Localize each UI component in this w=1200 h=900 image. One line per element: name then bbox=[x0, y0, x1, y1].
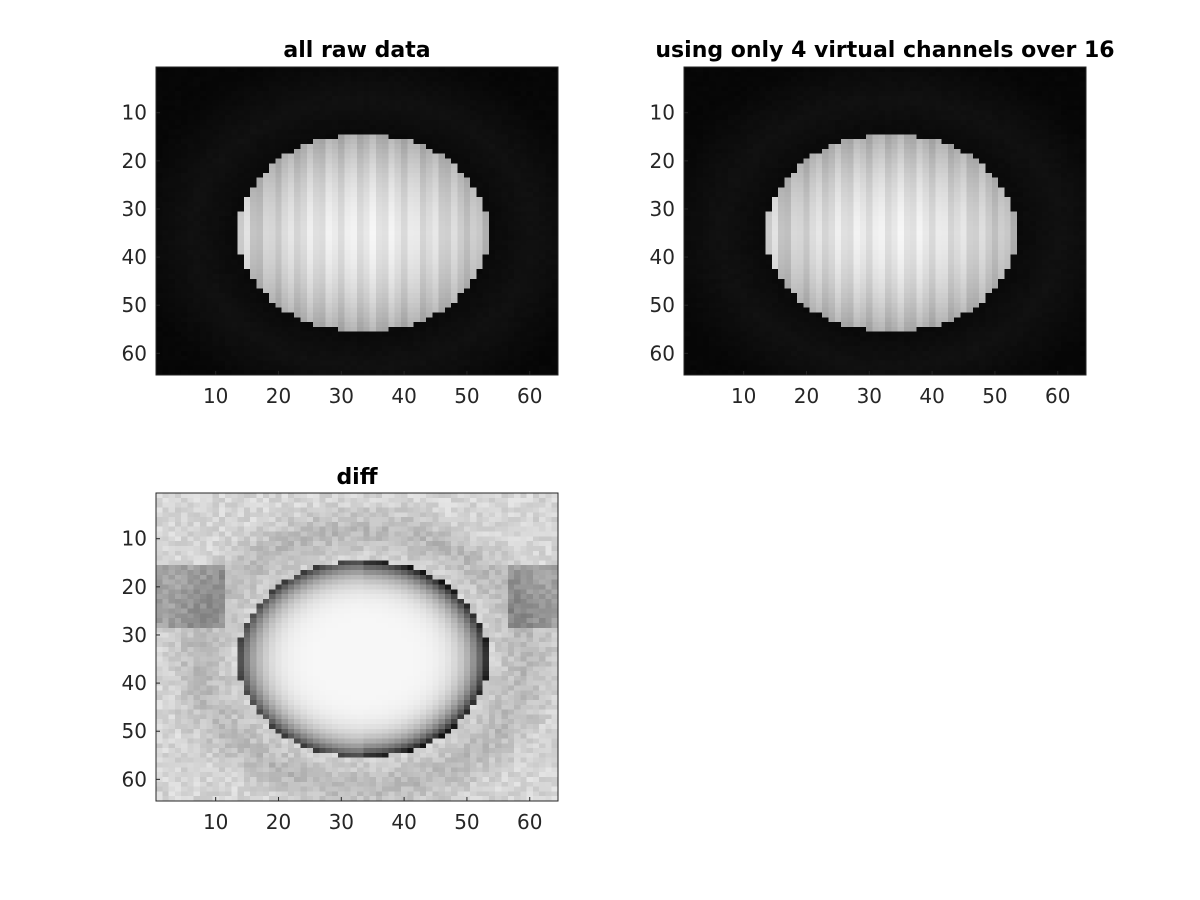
panel-virtual: using only 4 virtual channels over 16 10… bbox=[650, 38, 1115, 408]
y-tick-label: 20 bbox=[122, 149, 147, 173]
x-tick-label: 30 bbox=[329, 810, 354, 834]
x-tick-label: 40 bbox=[391, 810, 416, 834]
y-tick-label: 40 bbox=[650, 245, 675, 269]
y-tick-label: 50 bbox=[650, 293, 675, 317]
heatmap-image bbox=[156, 493, 558, 801]
y-tick-label: 10 bbox=[122, 101, 147, 125]
y-tick-label: 50 bbox=[122, 293, 147, 317]
axes-frame bbox=[683, 66, 1087, 376]
axes-frame bbox=[155, 66, 559, 376]
x-tick-label: 30 bbox=[329, 384, 354, 408]
y-tick-label: 30 bbox=[122, 623, 147, 647]
heatmap-image bbox=[684, 67, 1086, 375]
y-tick-label: 60 bbox=[122, 341, 147, 365]
x-tick-label: 60 bbox=[517, 810, 542, 834]
y-tick-label: 60 bbox=[122, 767, 147, 791]
y-tick-label: 30 bbox=[122, 197, 147, 221]
x-tick-label: 20 bbox=[266, 810, 291, 834]
x-tick-label: 40 bbox=[919, 384, 944, 408]
y-tick-label: 10 bbox=[650, 101, 675, 125]
axes-frame bbox=[155, 492, 559, 802]
x-tick-label: 50 bbox=[454, 810, 479, 834]
x-tick-label: 60 bbox=[1045, 384, 1070, 408]
y-tick-label: 20 bbox=[122, 575, 147, 599]
y-tick-label: 40 bbox=[122, 671, 147, 695]
y-ticks: 10 20 30 40 50 60 bbox=[122, 101, 160, 365]
x-tick-label: 50 bbox=[454, 384, 479, 408]
panel-title: all raw data bbox=[283, 38, 430, 63]
x-tick-label: 50 bbox=[982, 384, 1007, 408]
panel-title: diff bbox=[336, 465, 378, 490]
x-tick-label: 10 bbox=[203, 384, 228, 408]
panel-diff: diff 10 20 30 40 50 60 10 20 30 40 50 60 bbox=[122, 465, 559, 834]
x-ticks: 10 20 30 40 50 60 bbox=[731, 371, 1070, 408]
heatmap-image bbox=[156, 67, 558, 375]
x-tick-label: 10 bbox=[203, 810, 228, 834]
y-tick-label: 40 bbox=[122, 245, 147, 269]
x-tick-label: 10 bbox=[731, 384, 756, 408]
y-tick-label: 50 bbox=[122, 719, 147, 743]
x-ticks: 10 20 30 40 50 60 bbox=[203, 371, 542, 408]
x-tick-label: 20 bbox=[266, 384, 291, 408]
x-tick-label: 60 bbox=[517, 384, 542, 408]
x-tick-label: 20 bbox=[794, 384, 819, 408]
panel-title: using only 4 virtual channels over 16 bbox=[655, 38, 1114, 63]
y-ticks: 10 20 30 40 50 60 bbox=[650, 101, 688, 365]
y-tick-label: 60 bbox=[650, 341, 675, 365]
panel-raw: all raw data 10 20 30 40 50 60 10 20 30 40 50 60 bbox=[122, 38, 559, 408]
y-tick-label: 20 bbox=[650, 149, 675, 173]
x-ticks: 10 20 30 40 50 60 bbox=[203, 797, 542, 834]
x-tick-label: 40 bbox=[391, 384, 416, 408]
x-tick-label: 30 bbox=[857, 384, 882, 408]
y-tick-label: 10 bbox=[122, 527, 147, 551]
y-tick-label: 30 bbox=[650, 197, 675, 221]
y-ticks: 10 20 30 40 50 60 bbox=[122, 527, 160, 791]
